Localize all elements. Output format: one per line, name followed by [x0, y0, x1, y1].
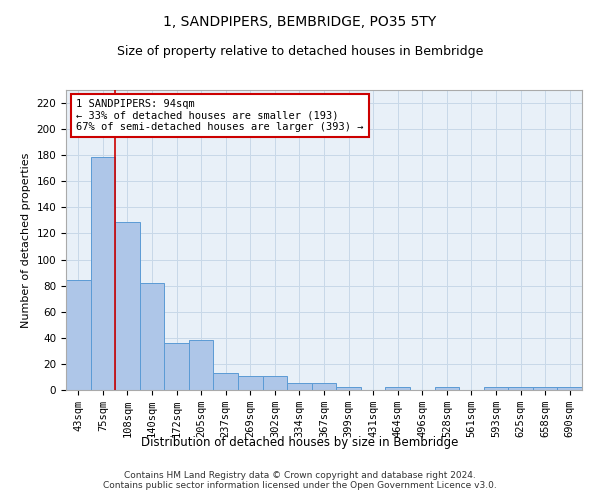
Bar: [533, 388, 557, 390]
Bar: [385, 388, 410, 390]
Bar: [336, 388, 361, 390]
Text: Contains HM Land Registry data © Crown copyright and database right 2024.
Contai: Contains HM Land Registry data © Crown c…: [103, 470, 497, 490]
Bar: [164, 343, 189, 390]
Text: 1 SANDPIPERS: 94sqm
← 33% of detached houses are smaller (193)
67% of semi-detac: 1 SANDPIPERS: 94sqm ← 33% of detached ho…: [76, 99, 364, 132]
Bar: [238, 376, 263, 390]
Bar: [115, 222, 140, 390]
Bar: [484, 388, 508, 390]
Bar: [287, 384, 312, 390]
Bar: [91, 156, 115, 390]
Bar: [557, 388, 582, 390]
Bar: [189, 340, 214, 390]
Bar: [434, 388, 459, 390]
Bar: [312, 384, 336, 390]
Text: Distribution of detached houses by size in Bembridge: Distribution of detached houses by size …: [142, 436, 458, 449]
Bar: [508, 388, 533, 390]
Bar: [214, 373, 238, 390]
Text: 1, SANDPIPERS, BEMBRIDGE, PO35 5TY: 1, SANDPIPERS, BEMBRIDGE, PO35 5TY: [163, 15, 437, 29]
Text: Size of property relative to detached houses in Bembridge: Size of property relative to detached ho…: [117, 45, 483, 58]
Bar: [263, 376, 287, 390]
Bar: [140, 283, 164, 390]
Bar: [66, 280, 91, 390]
Y-axis label: Number of detached properties: Number of detached properties: [21, 152, 31, 328]
